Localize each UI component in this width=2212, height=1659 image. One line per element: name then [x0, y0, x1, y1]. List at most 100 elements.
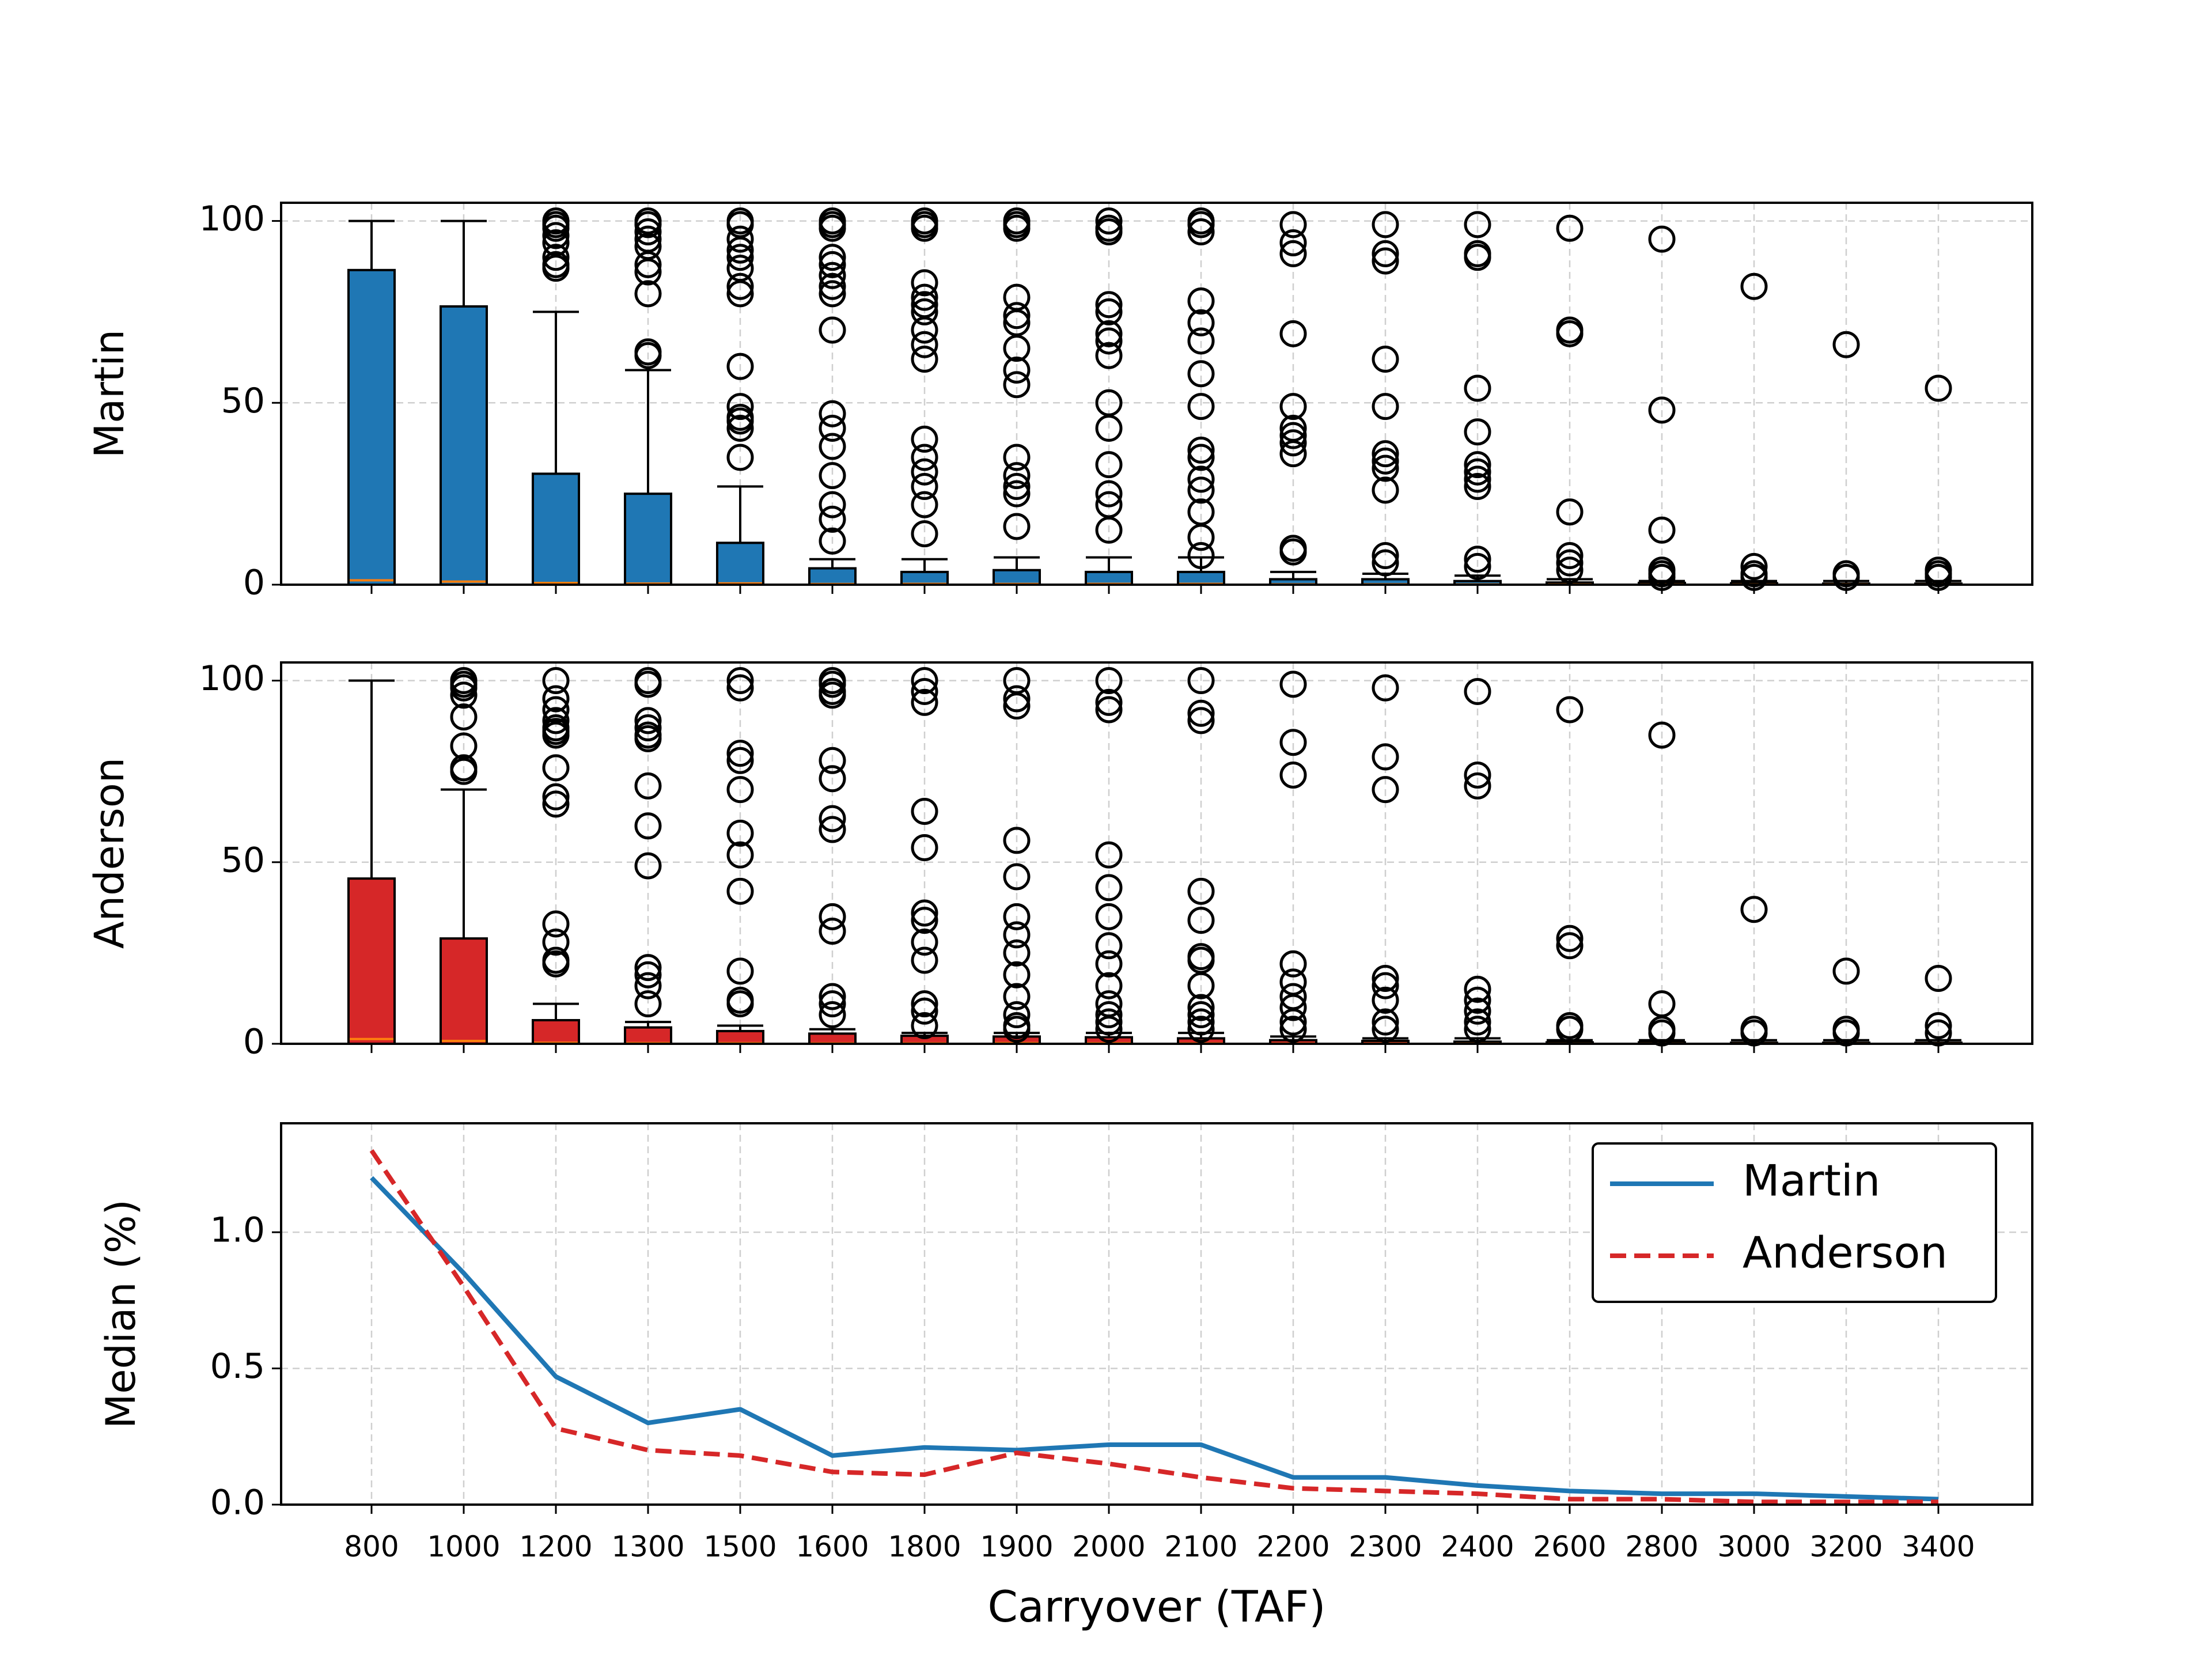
martin-outlier-1800: [911, 444, 938, 471]
anderson-outlier-1500: [726, 776, 754, 804]
series-line-martin: [370, 1176, 1939, 1502]
martin-outlier-2100: [1187, 541, 1215, 569]
martin-outlier-1800: [911, 331, 938, 358]
martin-outlier-1900: [1003, 513, 1031, 540]
anderson-outlier-2300: [1372, 776, 1399, 804]
anderson-outlier-2300: [1372, 743, 1399, 771]
anderson-outlier-1900: [1003, 685, 1031, 713]
anderson-outlier-1800: [911, 899, 938, 927]
martin-outlier-1800: [911, 316, 938, 344]
anderson-outlier-1000: [450, 757, 478, 785]
anderson-outlier-2100: [1187, 877, 1215, 905]
anderson-outlier-1000: [450, 703, 478, 731]
martin-ytick-label: 100: [199, 199, 265, 239]
anderson-outlier-1300: [634, 714, 662, 741]
anderson-outlier-2000: [1095, 667, 1123, 695]
anderson-outlier-2300: [1372, 972, 1399, 999]
martin-box-2300: [1361, 211, 1410, 586]
martin-box-2000: [1085, 207, 1133, 586]
xtick-label-1000: 1000: [427, 1530, 500, 1563]
martin-box-2200: [1269, 211, 1317, 586]
martin-boxplot-panel: 0 50 100 Martin: [86, 199, 2033, 603]
anderson-outlier-1900: [1003, 827, 1031, 854]
anderson-outlier-2300: [1372, 965, 1399, 993]
martin-outlier-1300: [634, 280, 662, 308]
anderson-outlier-1600: [819, 918, 846, 945]
martin-outlier-1200: [542, 222, 570, 249]
martin-outlier-1500: [726, 225, 754, 253]
xtick-label-2600: 2600: [1533, 1530, 1606, 1563]
anderson-outlier-2400: [1464, 1008, 1491, 1036]
anderson-outlier-1600: [819, 983, 846, 1010]
anderson-outlier-2100: [1187, 667, 1215, 695]
anderson-outlier-1800: [911, 997, 938, 1025]
xtick-label-2200: 2200: [1256, 1530, 1330, 1563]
anderson-outlier-1900: [1003, 863, 1031, 891]
martin-outlier-1200: [542, 244, 570, 271]
anderson-outlier-2000: [1095, 950, 1123, 978]
xtick-label-1900: 1900: [980, 1530, 1053, 1563]
martin-outlier-2000: [1095, 342, 1123, 369]
martin-outlier-3200: [1832, 331, 1860, 358]
xtick-label-1300: 1300: [611, 1530, 684, 1563]
martin-box-1500: [716, 207, 764, 586]
anderson-outlier-2000: [1095, 932, 1123, 960]
anderson-outlier-2000: [1095, 874, 1123, 902]
anderson-outlier-2600: [1556, 925, 1584, 952]
anderson-outlier-2200: [1279, 1008, 1307, 1036]
martin-outlier-2300: [1372, 541, 1399, 569]
martin-outlier-2100: [1187, 327, 1215, 355]
anderson-outlier-1600: [819, 681, 846, 709]
anderson-outlier-1500: [726, 877, 754, 905]
martin-outlier-2100: [1187, 287, 1215, 315]
anderson-outlier-2600: [1556, 696, 1584, 724]
martin-outlier-1900: [1003, 462, 1031, 490]
anderson-outlier-2300: [1372, 1016, 1399, 1043]
martin-outlier-1600: [819, 262, 846, 289]
martin-outlier-1200: [542, 255, 570, 282]
xtick-label-2000: 2000: [1072, 1530, 1145, 1563]
martin-ytick-label: 0: [243, 563, 265, 603]
anderson-outlier-1600: [819, 671, 846, 698]
anderson-outlier-1600: [819, 805, 846, 832]
martin-outlier-2300: [1372, 247, 1399, 275]
anderson-ytick-label: 100: [199, 658, 265, 699]
martin-outlier-2000: [1095, 414, 1123, 442]
martin-outlier-1500: [726, 280, 754, 308]
anderson-box-body-1500: [716, 1029, 764, 1046]
martin-outlier-2000: [1095, 480, 1123, 507]
martin-outlier-1300: [634, 342, 662, 369]
xtick-label-1800: 1800: [888, 1530, 961, 1563]
martin-outlier-1800: [911, 214, 938, 242]
martin-outlier-1800: [911, 491, 938, 518]
anderson-outlier-2100: [1187, 707, 1215, 734]
anderson-outlier-1800: [911, 1012, 938, 1039]
martin-outlier-1200: [542, 214, 570, 242]
anderson-outlier-2300: [1372, 1008, 1399, 1036]
anderson-outlier-2000: [1095, 972, 1123, 999]
martin-outlier-2800: [1648, 396, 1676, 424]
anderson-frame: [280, 661, 2033, 1045]
anderson-outlier-1500: [726, 740, 754, 767]
martin-ylabel: Martin: [86, 329, 133, 458]
anderson-outlier-1500: [726, 674, 754, 702]
x-axis-label: Carryover (TAF): [987, 1581, 1325, 1632]
martin-outlier-2300: [1372, 211, 1399, 238]
median-line-panel: 0.0 0.5 1.0 800 1000 1200 1300 1500 1600 1800 1900…: [97, 1122, 2033, 1632]
anderson-outlier-2100: [1187, 699, 1215, 727]
anderson-outlier-2000: [1095, 1001, 1123, 1029]
anderson-outlier-1300: [634, 725, 662, 752]
martin-outlier-1800: [911, 520, 938, 548]
martin-outlier-1600: [819, 462, 846, 490]
anderson-ylabel: Anderson: [86, 757, 133, 949]
martin-outlier-2100: [1187, 393, 1215, 421]
anderson-outlier-1200: [542, 790, 570, 818]
anderson-outlier-1800: [911, 834, 938, 862]
martin-outlier-1900: [1003, 335, 1031, 362]
anderson-outlier-1300: [634, 772, 662, 800]
martin-box-800: [347, 219, 396, 586]
martin-outlier-1600: [819, 527, 846, 555]
anderson-outlier-1200: [542, 783, 570, 810]
martin-outlier-2600: [1556, 320, 1584, 347]
anderson-outlier-3400: [1925, 965, 1952, 993]
